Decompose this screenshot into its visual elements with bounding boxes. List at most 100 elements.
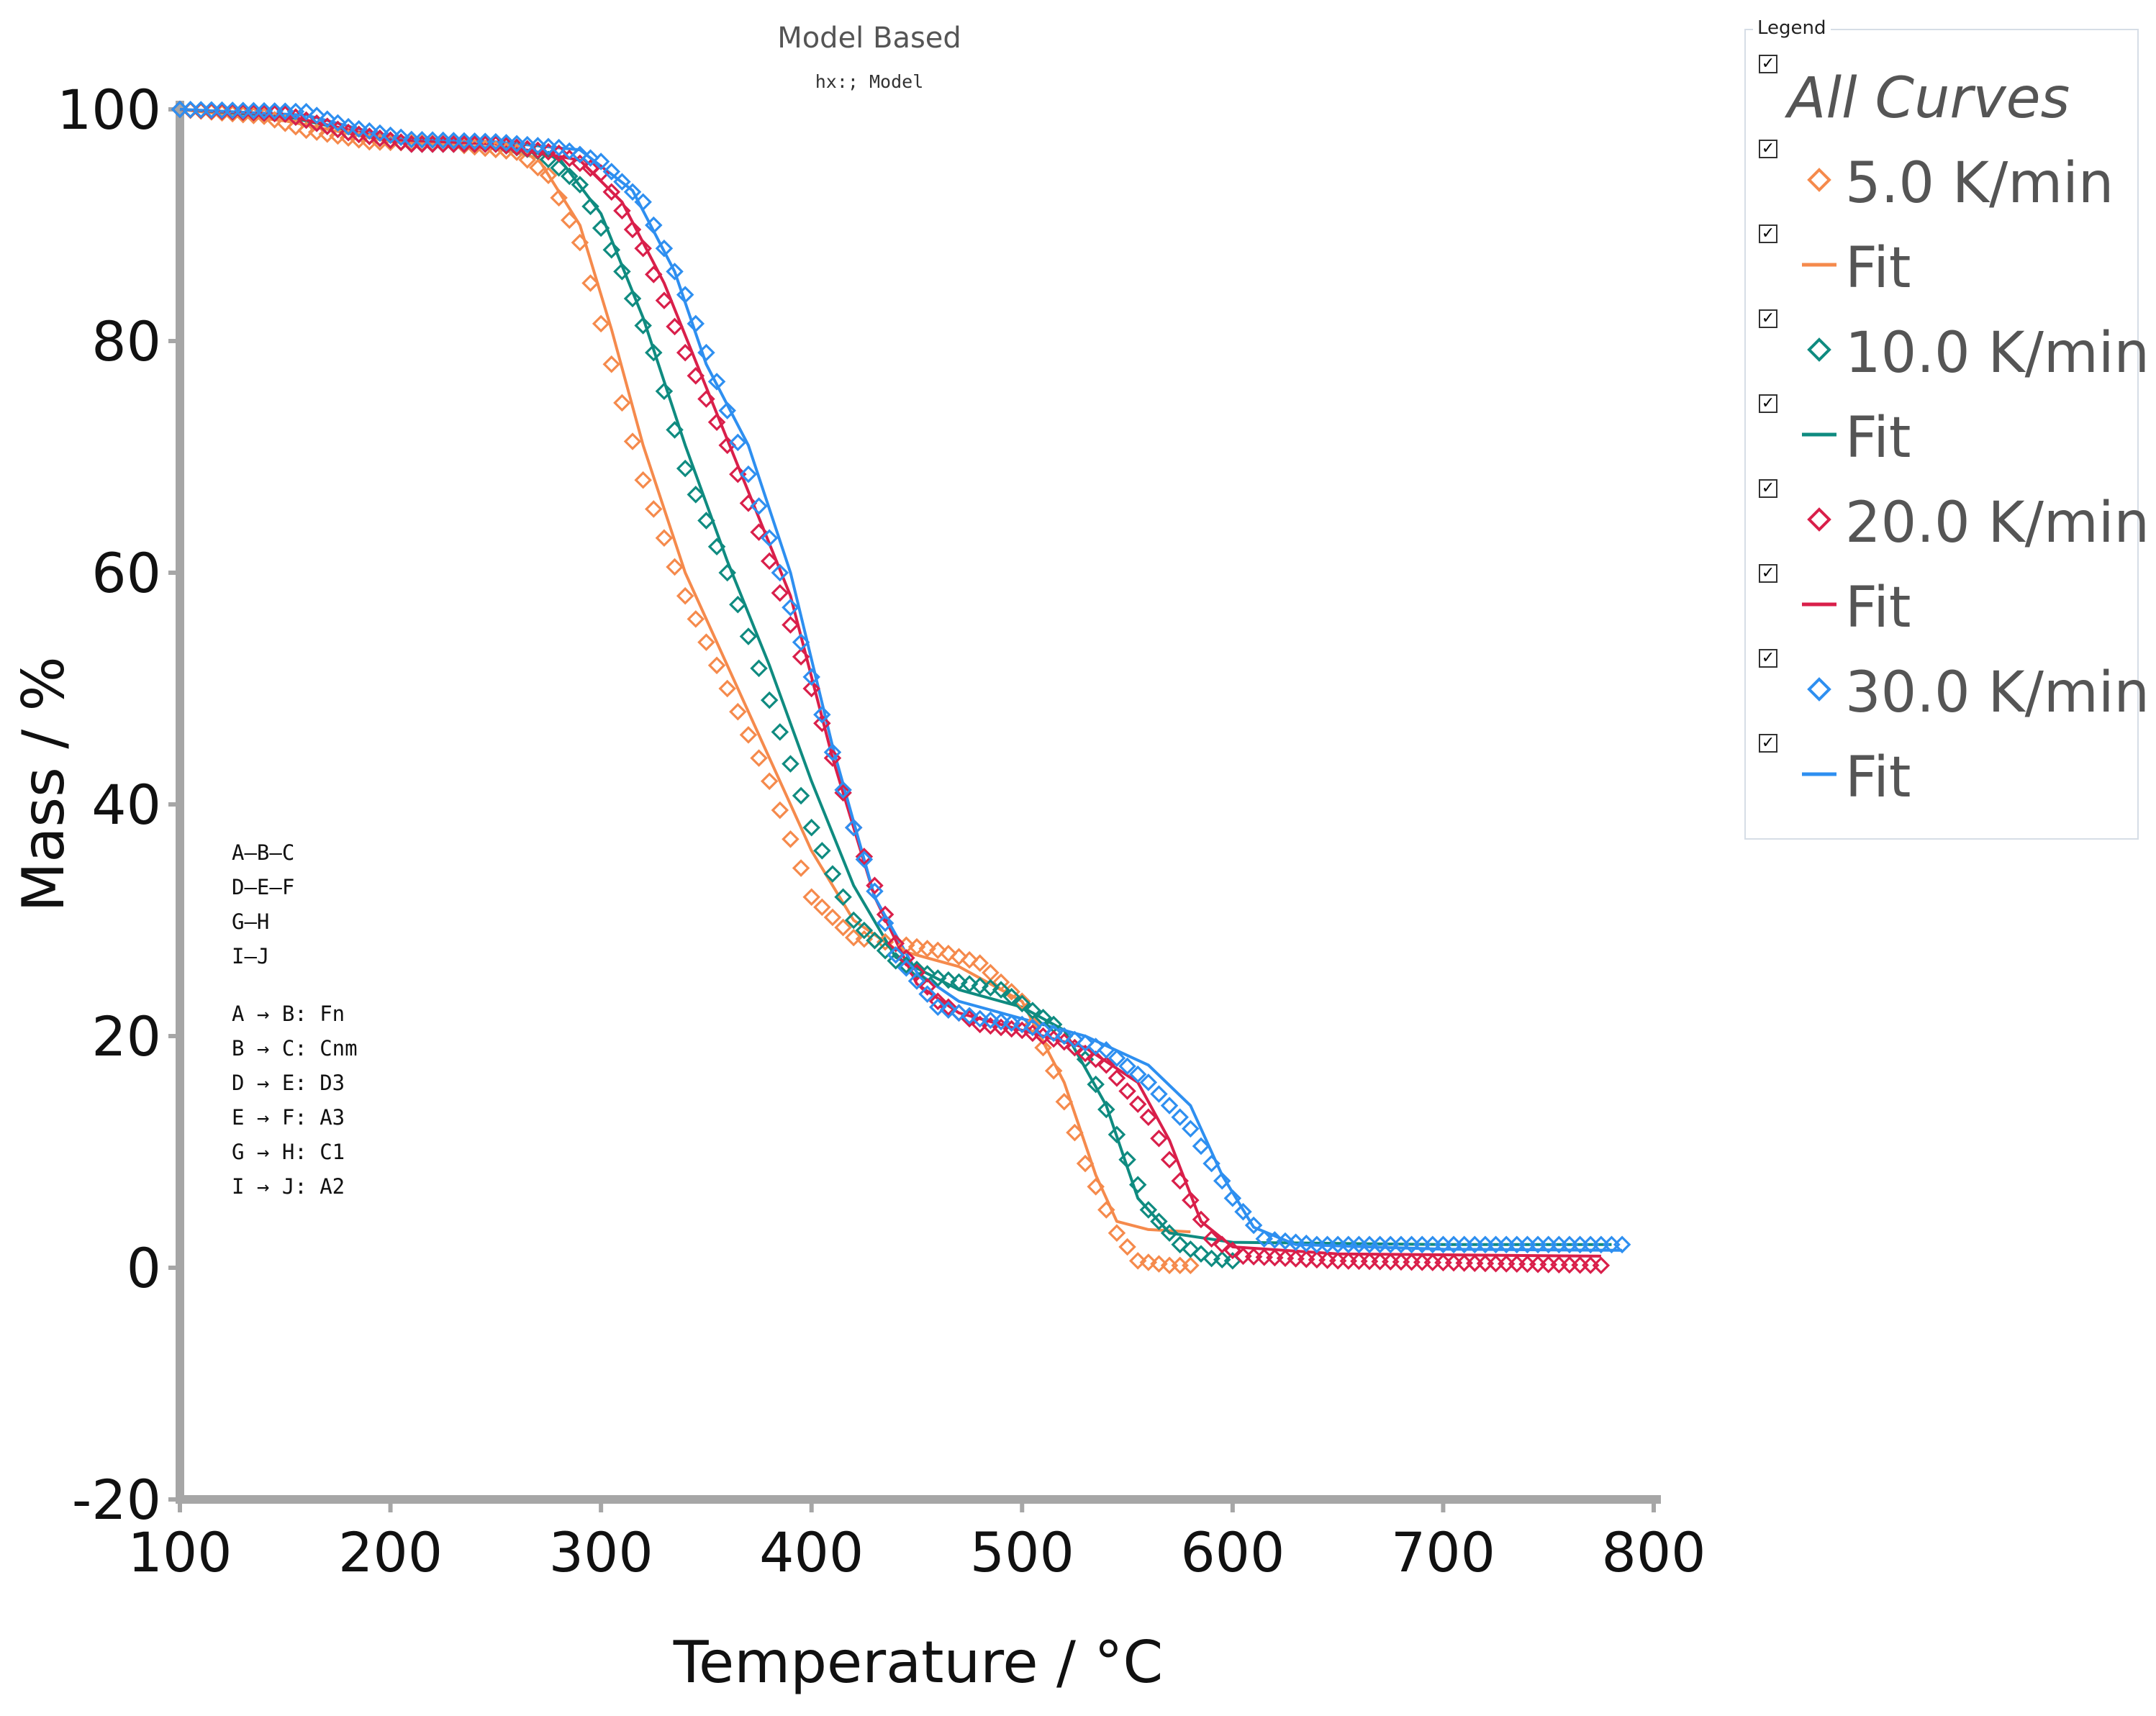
legend-entry[interactable]: ✓ Fit [1756,219,2137,304]
data-point [739,465,758,484]
x-tick-label: 100 [127,1520,232,1584]
legend-checkbox[interactable]: ✓ [1759,564,1777,583]
data-point [1128,1065,1147,1084]
data-point [739,494,758,512]
data-point [1002,1014,1020,1032]
legend-entry[interactable]: ✓ All Curves [1756,49,2137,134]
data-point [771,723,789,741]
legend-checkbox[interactable]: ✓ [1759,309,1777,328]
legend-entry[interactable]: ✓ 5.0 K/min [1756,134,2137,219]
data-point [1171,1235,1189,1254]
chart-subtitle: hx:; Model [815,71,924,92]
data-point [1150,1255,1168,1273]
data-point [361,122,379,140]
data-point [939,945,958,963]
y-tick-label: -20 [72,1468,161,1532]
legend-entry[interactable]: ✓ Fit [1756,728,2137,813]
data-point [1255,1230,1274,1248]
legend-entry[interactable]: ✓ Fit [1756,389,2137,473]
data-point [844,818,863,837]
data-point [1034,1038,1052,1057]
data-point [1160,1150,1179,1168]
data-point [581,197,599,216]
data-point [729,433,747,452]
data-point [613,201,631,220]
data-point [982,1011,1000,1030]
data-point [992,973,1010,991]
data-point [907,972,926,990]
data-point [645,265,663,283]
data-point [1066,1123,1084,1142]
line-marker-icon [1802,602,1836,607]
data-point [792,786,810,805]
fit-curve-0 [179,108,1191,1234]
legend-checkbox[interactable]: ✓ [1759,224,1777,243]
legend-label: 30.0 K/min [1845,660,2150,725]
data-point [1234,1202,1252,1221]
data-point [571,145,589,164]
data-point [391,128,410,147]
diamond-marker-icon [1807,337,1831,362]
data-point [623,220,642,239]
data-point [823,743,842,761]
data-point [887,934,905,953]
data-point [813,842,831,860]
data-point [1013,1015,1031,1034]
legend-checkbox[interactable]: ✓ [1759,140,1777,158]
data-point [876,941,894,960]
y-axis-label: Mass / % [10,656,77,912]
data-point [792,648,810,666]
x-tick-label: 800 [1601,1520,1706,1584]
legend-entry[interactable]: ✓ 10.0 K/min [1756,304,2150,389]
annotation-line: A → B: Fn [232,1002,345,1026]
legend-checkbox[interactable]: ✓ [1759,55,1777,73]
data-point [750,659,768,678]
data-point [1023,1002,1042,1020]
legend-checkbox[interactable]: ✓ [1759,479,1777,498]
legend-entry[interactable]: ✓ Fit [1756,558,2137,643]
data-point [1160,1224,1179,1242]
data-point [602,355,621,373]
data-point [1244,1216,1263,1235]
data-point [1034,1008,1052,1027]
series-0-markers [171,100,1200,1275]
y-tick-label: 80 [91,309,161,373]
data-point [750,749,768,767]
data-point [581,274,599,292]
data-point [897,956,915,974]
data-point [1182,1191,1200,1209]
line-marker-icon [1802,772,1836,776]
data-point [529,137,547,155]
legend-entry[interactable]: ✓ 30.0 K/min [1756,643,2150,728]
data-point [718,563,736,582]
data-point [1076,1034,1095,1052]
legend-entry[interactable]: ✓ 20.0 K/min [1756,473,2150,558]
data-point [687,486,705,504]
data-point [960,950,979,969]
data-point [707,373,726,391]
line-marker-icon [1802,263,1836,267]
data-point [560,167,579,186]
legend-checkbox[interactable]: ✓ [1759,394,1777,413]
data-point [539,166,558,185]
data-point [950,973,968,991]
data-point [918,940,936,958]
data-point [1287,1233,1305,1251]
data-point [350,119,368,138]
data-point [718,679,736,698]
data-point [1055,1092,1074,1111]
data-point [707,413,726,431]
data-point [697,390,715,408]
legend-checkbox[interactable]: ✓ [1759,734,1777,753]
data-point [560,142,579,160]
data-point [666,421,684,439]
data-point [1087,1075,1105,1094]
data-point [739,627,758,645]
data-point [1266,1231,1284,1249]
diamond-marker-icon [1807,168,1831,192]
legend-checkbox[interactable]: ✓ [1759,649,1777,668]
data-point [897,959,915,977]
data-point [634,239,652,258]
data-point [634,193,652,212]
data-point [1182,1240,1200,1258]
